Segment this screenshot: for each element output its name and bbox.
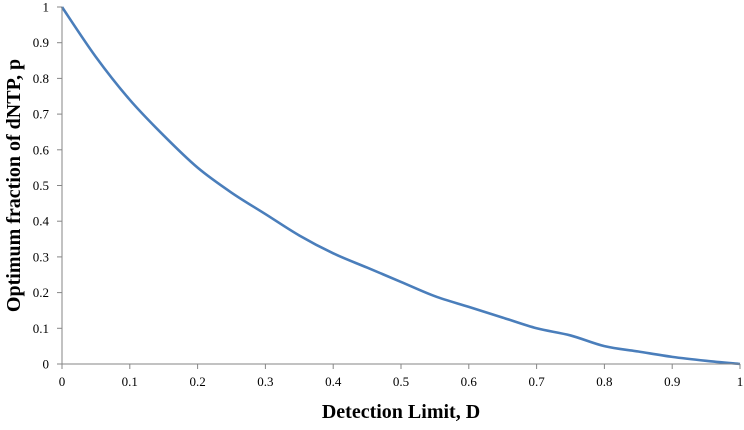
- x-tick-label: 0.9: [664, 374, 680, 389]
- y-tick-label: 0.6: [33, 142, 50, 157]
- x-tick-label: 0.3: [257, 374, 273, 389]
- tick-labels: 0 0.1 0.2 0.3 0.4 0.5 0.6 0.7 0.8 0.9 1 0 0.1 0.2 0.3 0…: [33, 0, 744, 389]
- x-tick-label: 0.7: [528, 374, 545, 389]
- y-tick-label: 0: [43, 357, 50, 372]
- x-tick-label: 0.2: [189, 374, 205, 389]
- y-tick-label: 0.4: [33, 214, 50, 229]
- x-tick-label: 1: [737, 374, 744, 389]
- y-tick-label: 1: [43, 0, 50, 15]
- x-tick-label: 0.5: [393, 374, 409, 389]
- x-tick-label: 0: [59, 374, 66, 389]
- y-tick-label: 0.3: [33, 249, 49, 264]
- y-tick-label: 0.8: [33, 71, 49, 86]
- series-line-0: [60, 6, 741, 366]
- y-tick-label: 0.1: [33, 321, 49, 336]
- x-tick-label: 0.4: [325, 374, 342, 389]
- y-tick-label: 0.2: [33, 285, 49, 300]
- y-tick-label: 0.9: [33, 35, 49, 50]
- axes: [57, 6, 741, 369]
- x-tick-label: 0.6: [461, 374, 478, 389]
- x-axis-title: Detection Limit, D: [322, 401, 480, 423]
- x-tick-label: 0.8: [596, 374, 612, 389]
- x-tick-label: 0.1: [122, 374, 138, 389]
- y-tick-label: 0.7: [33, 107, 50, 122]
- plot-area: [60, 6, 741, 366]
- y-axis-title: Optimum fraction of dNTP, p: [3, 59, 25, 312]
- y-tick-label: 0.5: [33, 178, 49, 193]
